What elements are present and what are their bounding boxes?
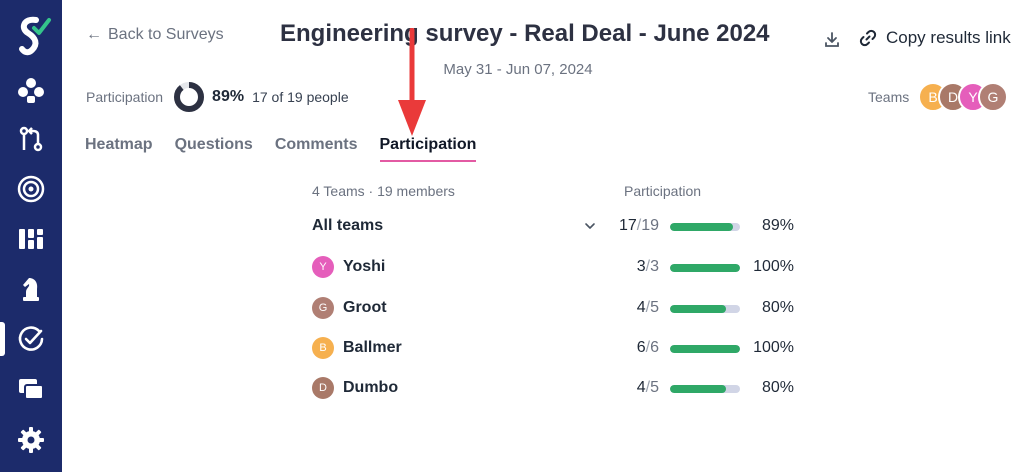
chevron-down-icon[interactable] bbox=[584, 220, 596, 232]
participation-bar bbox=[670, 345, 740, 353]
fraction-separator: / bbox=[645, 339, 651, 356]
tab-heatmap[interactable]: Heatmap bbox=[85, 136, 153, 153]
participation-fraction: 4/5 bbox=[602, 379, 659, 397]
participation-bar-fill bbox=[670, 305, 726, 313]
sidebar-item-surveys[interactable] bbox=[13, 321, 49, 357]
participation-bar-fill bbox=[670, 223, 733, 231]
download-button[interactable] bbox=[822, 30, 842, 50]
team-name: Dumbo bbox=[343, 379, 399, 396]
table-row: B Ballmer 6/6 100% bbox=[312, 334, 802, 362]
avatar: G bbox=[978, 82, 1008, 112]
fraction-separator: / bbox=[645, 379, 651, 396]
tab-questions[interactable]: Questions bbox=[174, 136, 253, 153]
teams-members-summary: 4 Teams · 19 members bbox=[312, 183, 455, 199]
sidebar-item-strategy[interactable] bbox=[13, 271, 49, 307]
avatar: G bbox=[312, 297, 334, 319]
survey-check-icon bbox=[18, 326, 44, 351]
participation-column-header: Participation bbox=[624, 183, 702, 199]
copy-results-link-button[interactable]: Copy results link bbox=[858, 28, 1011, 48]
participation-percent-value: 80% bbox=[761, 379, 794, 396]
table-row: Y Yoshi 3/3 100% bbox=[312, 253, 802, 281]
participation-bar-fill bbox=[670, 264, 740, 272]
table-row: D Dumbo 4/5 80% bbox=[312, 374, 802, 402]
windows-icon bbox=[19, 379, 44, 400]
fraction-separator: / bbox=[645, 299, 651, 316]
participation-percent: 89% bbox=[212, 88, 245, 105]
annotation-arrow-icon bbox=[398, 28, 426, 136]
avatar: B bbox=[312, 337, 334, 359]
participation-fraction: 3/3 bbox=[602, 258, 659, 276]
participation-donut bbox=[174, 82, 205, 112]
participation-bar-fill bbox=[670, 385, 726, 393]
download-icon bbox=[825, 32, 839, 47]
tab-participation[interactable]: Participation bbox=[379, 136, 477, 162]
avatar: Y bbox=[312, 256, 334, 278]
survey-date-range: May 31 - Jun 07, 2024 bbox=[443, 61, 593, 78]
participation-bar bbox=[670, 385, 740, 393]
participation-fraction: 4/5 bbox=[602, 299, 659, 317]
fraction-numerator: 4 bbox=[636, 379, 646, 396]
dashboard-icon bbox=[19, 229, 43, 249]
fraction-denominator: 3 bbox=[650, 258, 659, 275]
fraction-separator: / bbox=[645, 258, 651, 275]
team-name: Yoshi bbox=[343, 258, 386, 275]
sidebar-item-pull-requests[interactable] bbox=[13, 121, 49, 157]
fraction-denominator: 5 bbox=[650, 299, 659, 316]
app-logo-icon[interactable] bbox=[14, 14, 52, 62]
gear-icon bbox=[18, 427, 44, 453]
participation-fraction: 6/6 bbox=[602, 339, 659, 357]
fraction-numerator: 6 bbox=[636, 339, 646, 356]
participation-percent-value: 89% bbox=[761, 217, 794, 234]
copy-results-link-label: Copy results link bbox=[886, 28, 1011, 47]
sidebar-item-settings[interactable] bbox=[13, 422, 49, 458]
git-pull-request-icon bbox=[19, 126, 43, 152]
table-row: G Groot 4/5 80% bbox=[312, 294, 802, 322]
participation-count: 17 of 19 people bbox=[252, 89, 349, 105]
link-icon bbox=[859, 29, 877, 47]
avatar: D bbox=[312, 377, 334, 399]
arrow-left-icon: ← bbox=[86, 26, 102, 43]
sidebar-active-indicator bbox=[0, 322, 5, 356]
sidebar-item-goals[interactable] bbox=[13, 171, 49, 207]
participation-percent-value: 80% bbox=[761, 299, 794, 316]
sidebar bbox=[0, 0, 62, 472]
participation-bar bbox=[670, 264, 740, 272]
fraction-numerator: 17 bbox=[618, 217, 637, 234]
page-title: Engineering survey - Real Deal - June 20… bbox=[280, 20, 770, 47]
fraction-denominator: 5 bbox=[650, 379, 659, 396]
participation-bar-fill bbox=[670, 345, 740, 353]
sidebar-item-dashboard[interactable] bbox=[13, 221, 49, 257]
spaces-icon bbox=[18, 78, 44, 103]
back-to-surveys-link[interactable]: ← Back to Surveys bbox=[86, 26, 224, 44]
participation-summary: Participation 89% 17 of 19 people bbox=[86, 80, 349, 114]
teams-label: Teams bbox=[868, 89, 910, 105]
participation-bar bbox=[670, 305, 740, 313]
fraction-denominator: 19 bbox=[641, 217, 659, 234]
fraction-numerator: 4 bbox=[636, 299, 646, 316]
team-name: Ballmer bbox=[343, 339, 402, 356]
fraction-separator: / bbox=[636, 217, 642, 234]
fraction-numerator: 3 bbox=[636, 258, 646, 275]
all-teams-label: All teams bbox=[312, 217, 384, 234]
tab-comments[interactable]: Comments bbox=[274, 136, 358, 153]
sidebar-item-windows[interactable] bbox=[13, 371, 49, 407]
team-name: Groot bbox=[343, 299, 387, 316]
participation-fraction: 17/19 bbox=[602, 217, 659, 235]
participation-summary-label: Participation bbox=[86, 89, 164, 105]
results-tabs: Heatmap Questions Comments Participation bbox=[85, 136, 498, 162]
participation-percent-value: 100% bbox=[753, 339, 794, 356]
chess-knight-icon bbox=[23, 278, 39, 301]
all-teams-row: All teams 17/19 89% bbox=[312, 212, 802, 240]
sidebar-item-spaces[interactable] bbox=[13, 72, 49, 108]
target-icon bbox=[17, 175, 45, 203]
fraction-denominator: 6 bbox=[650, 339, 659, 356]
participation-bar bbox=[670, 223, 740, 231]
participation-percent-value: 100% bbox=[753, 258, 794, 275]
back-link-label: Back to Surveys bbox=[108, 26, 224, 43]
